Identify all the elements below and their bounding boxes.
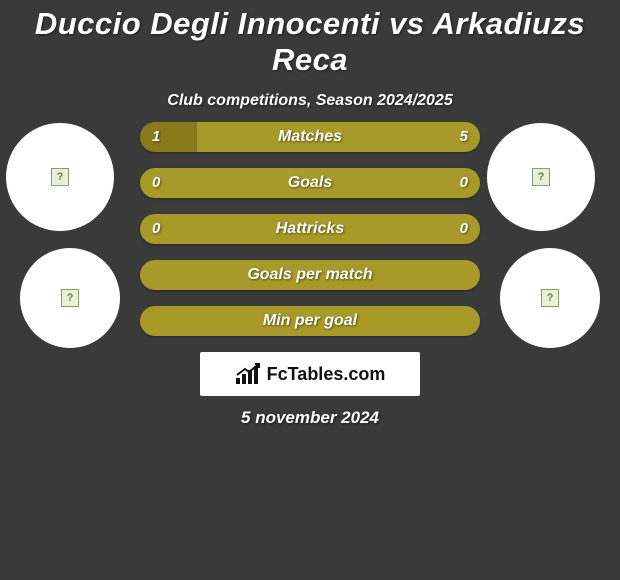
chart-arrow-icon [235, 363, 261, 385]
stat-bar-right-segment [140, 260, 480, 290]
stat-value-left: 0 [152, 214, 160, 244]
stat-value-right: 5 [460, 122, 468, 152]
stat-row: Goals per match [140, 260, 480, 290]
date-label: 5 november 2024 [0, 408, 620, 428]
team2-avatar [500, 248, 600, 348]
stat-value-right: 0 [460, 214, 468, 244]
stat-row: Goals00 [140, 168, 480, 198]
player1-avatar [6, 123, 114, 231]
stat-value-right: 0 [460, 168, 468, 198]
broken-image-icon [51, 168, 69, 186]
stat-row: Hattricks00 [140, 214, 480, 244]
infographic-root: Duccio Degli Innocenti vs Arkadiuzs Reca… [0, 0, 620, 580]
stat-bar-left-segment [140, 122, 197, 152]
broken-image-icon [541, 289, 559, 307]
stat-row: Matches15 [140, 122, 480, 152]
stat-bar-right-segment [140, 214, 480, 244]
stat-bar-right-segment [140, 306, 480, 336]
branding-label: FcTables.com [267, 364, 386, 385]
stats-bars: Matches15Goals00Hattricks00Goals per mat… [140, 122, 480, 352]
page-title: Duccio Degli Innocenti vs Arkadiuzs Reca [0, 0, 620, 78]
player2-avatar [487, 123, 595, 231]
stat-bar-right-segment [197, 122, 480, 152]
stat-value-left: 1 [152, 122, 160, 152]
stat-value-left: 0 [152, 168, 160, 198]
team1-avatar [20, 248, 120, 348]
stat-row: Min per goal [140, 306, 480, 336]
page-subtitle: Club competitions, Season 2024/2025 [0, 92, 620, 110]
branding-badge: FcTables.com [200, 352, 420, 396]
broken-image-icon [532, 168, 550, 186]
stat-bar-right-segment [140, 168, 480, 198]
broken-image-icon [61, 289, 79, 307]
